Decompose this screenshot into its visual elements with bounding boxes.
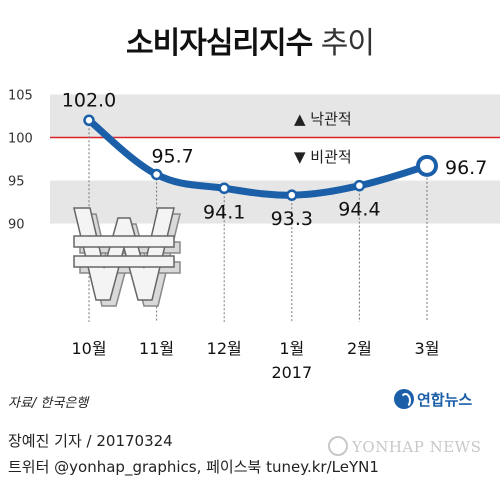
line-chart: 90 95 100 105 102.0 95.7 94.1 93.3 94.4 96.7 ▲ 낙… xyxy=(8,88,500,382)
watermark-badge-icon xyxy=(328,436,348,456)
x-tick-label: 11월 xyxy=(139,339,174,358)
data-label: 93.3 xyxy=(271,208,313,230)
data-point xyxy=(218,182,230,195)
credit-author-date: 장예진 기자 / 20170324 xyxy=(8,432,173,450)
yonhap-logo: 연합뉴스 xyxy=(394,386,472,412)
annotation-pessimistic: ▼ 비관적 xyxy=(294,148,352,166)
credit-social: 트위터 @yonhap_graphics, 페이스북 tuney.kr/LeYN… xyxy=(8,458,379,476)
gray-bands xyxy=(50,94,500,224)
x-tick-label: 10월 xyxy=(71,339,106,358)
data-points xyxy=(83,114,438,201)
year-label: 2017 xyxy=(271,363,312,382)
data-label: 96.7 xyxy=(445,157,487,179)
gray-band-0 xyxy=(50,180,500,224)
chart-title: 소비자심리지수 추이 xyxy=(0,18,500,62)
watermark: YONHAP NEWS xyxy=(328,436,481,456)
won-sign-icon xyxy=(73,207,181,307)
annotation-optimistic: ▲ 낙관적 xyxy=(294,110,352,128)
data-point xyxy=(83,114,95,127)
title-main: 소비자심리지수 xyxy=(126,26,313,61)
logo-mark-icon xyxy=(394,389,414,409)
y-tick-label: 100 xyxy=(8,131,33,146)
legend-annotations: ▲ 낙관적 ▼ 비관적 xyxy=(294,110,352,166)
data-label: 94.1 xyxy=(203,201,245,223)
x-tick-label: 3월 xyxy=(415,339,440,358)
x-tick-label: 2월 xyxy=(347,339,372,358)
data-point xyxy=(150,168,163,181)
data-point-latest xyxy=(416,154,438,177)
title-sub: 추이 xyxy=(320,26,375,61)
data-label: 102.0 xyxy=(62,89,116,111)
watermark-text: YONHAP NEWS xyxy=(352,438,482,456)
y-axis-ticks: 90 95 100 105 xyxy=(8,88,33,232)
source-note: 자료/ 한국은행 xyxy=(8,396,89,411)
x-axis-labels: 10월 11월 12월 1월 2월 3월 xyxy=(71,339,439,358)
x-tick-label: 1월 xyxy=(279,339,304,358)
data-labels: 102.0 95.7 94.1 93.3 94.4 96.7 xyxy=(62,89,488,230)
logo-text: 연합뉴스 xyxy=(417,390,473,409)
data-label: 94.4 xyxy=(338,199,380,221)
gray-band-1 xyxy=(50,94,500,138)
data-label: 95.7 xyxy=(151,145,193,167)
y-tick-label: 90 xyxy=(8,218,25,233)
data-point xyxy=(286,189,298,201)
x-tick-label: 12월 xyxy=(207,339,242,358)
y-tick-label: 95 xyxy=(8,175,25,190)
data-point xyxy=(353,179,366,192)
y-tick-label: 105 xyxy=(8,88,33,103)
